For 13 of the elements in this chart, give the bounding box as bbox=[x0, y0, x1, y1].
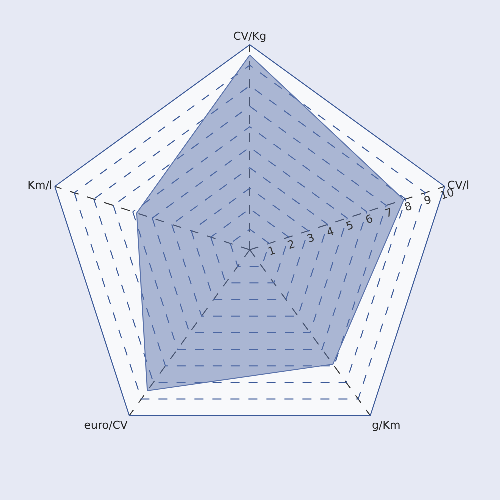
y-tick-label: 7 bbox=[384, 206, 394, 221]
y-tick-label: 6 bbox=[364, 212, 375, 227]
y-tick-label: 1 bbox=[266, 244, 278, 259]
spoke-label: euro/CV bbox=[84, 419, 128, 432]
spoke-label: CV/Kg bbox=[233, 30, 267, 44]
y-tick-label: 8 bbox=[403, 200, 414, 214]
spoke-label: Km/l bbox=[28, 178, 52, 192]
y-tick-label: 9 bbox=[422, 193, 434, 208]
spoke-label: g/Km bbox=[372, 419, 401, 432]
y-tick-label: 4 bbox=[325, 225, 336, 240]
y-tick-label: 2 bbox=[286, 238, 297, 252]
y-tick-label: 5 bbox=[344, 218, 356, 234]
y-tick-label: 3 bbox=[306, 231, 316, 246]
